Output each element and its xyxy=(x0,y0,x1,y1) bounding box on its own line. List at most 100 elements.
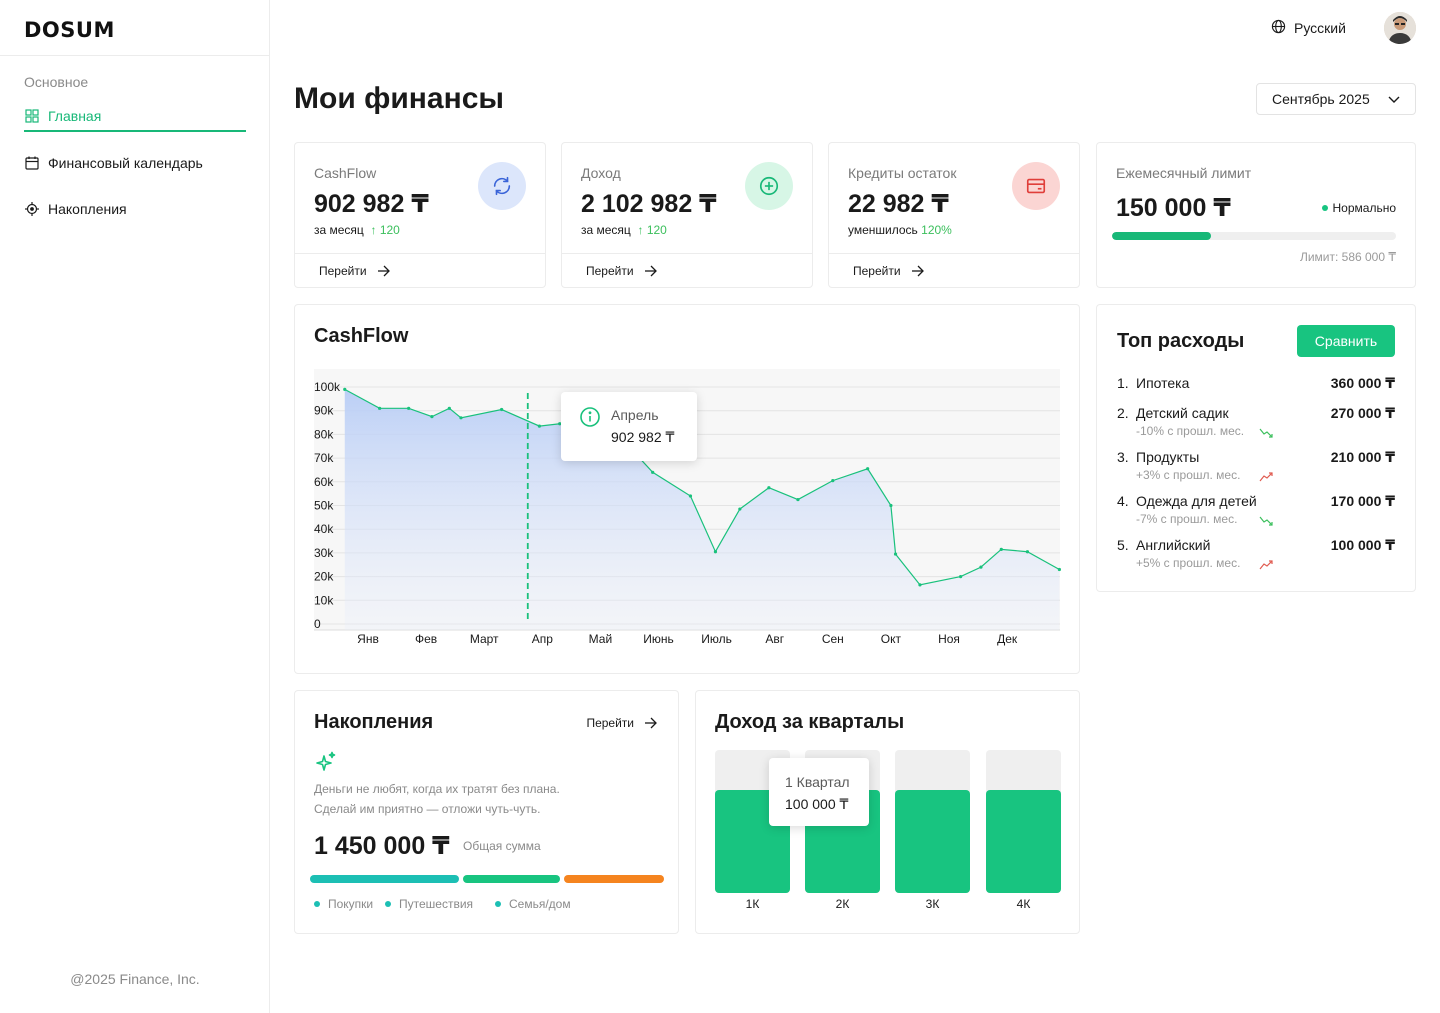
x-tick-label: Фев xyxy=(415,632,437,646)
tooltip-value: 100 000 ₸ xyxy=(785,796,849,812)
card-icon xyxy=(1012,162,1060,210)
expense-amount: 360 000 ₸ xyxy=(1330,375,1395,391)
savings-text-line: Деньги не любят, когда их тратят без пла… xyxy=(314,782,560,796)
legend-label: Путешествия xyxy=(399,897,474,911)
quarter-label: 4К xyxy=(1016,897,1031,911)
arrow-right-icon xyxy=(645,717,657,729)
savings-card: Накопления Перейти Деньги не любят, когд… xyxy=(294,690,679,934)
data-point xyxy=(866,467,870,471)
y-tick-label: 80k xyxy=(314,427,334,441)
nav-section-title: Основное xyxy=(24,74,89,90)
savings-link-label: Перейти xyxy=(586,716,634,730)
sidebar: DOSUM Основное Главная Финансовый календ… xyxy=(0,0,270,1013)
tooltip-label: 1 Квартал xyxy=(785,774,850,790)
expense-change: +5% с прошл. мес. xyxy=(1136,556,1241,570)
quarters-card: Доход за кварталы 1К 2К 3К 4К 1 Квартал 100… xyxy=(695,690,1080,934)
stat-label: Кредиты остаток xyxy=(848,165,957,181)
stat-link-label: Перейти xyxy=(853,263,901,278)
x-tick-label: Ноя xyxy=(938,632,960,646)
arrow-right-icon xyxy=(644,265,657,276)
expense-name: Одежда для детей xyxy=(1136,493,1257,509)
expense-name: Английский xyxy=(1136,537,1211,553)
stat-link-goto[interactable]: Перейти xyxy=(562,253,812,287)
compare-button[interactable]: Сравнить xyxy=(1297,325,1395,357)
data-point xyxy=(999,547,1003,551)
cashflow-chart-card: CashFlow 100k 90k 80k 70k 60k 50k 40k 30k 20k 10k… xyxy=(294,304,1080,674)
y-tick-label: 60k xyxy=(314,475,334,489)
tooltip-label: Апрель xyxy=(611,407,659,423)
expense-rank: 2. xyxy=(1117,405,1129,421)
quarters-title: Доход за кварталы xyxy=(715,711,905,733)
quarter-tooltip: 1 Квартал 100 000 ₸ xyxy=(769,758,869,826)
stat-link-goto[interactable]: Перейти xyxy=(295,253,545,287)
y-tick-label: 90k xyxy=(314,404,334,418)
x-tick-label: Июнь xyxy=(643,632,674,646)
data-point xyxy=(738,507,742,511)
y-tick-label: 0 xyxy=(314,617,321,631)
avatar[interactable] xyxy=(1384,12,1416,44)
legend-dot xyxy=(495,901,501,907)
data-point xyxy=(558,422,562,426)
sidebar-item-calendar[interactable]: Финансовый календарь xyxy=(24,148,246,178)
trend-up-icon xyxy=(1259,469,1273,485)
status-badge: Нормально xyxy=(1321,201,1396,215)
y-tick-label: 10k xyxy=(314,593,334,607)
copyright: @2025 Finance, Inc. xyxy=(70,971,200,987)
stat-card-cashflow: CashFlow 902 982 ₸ за месяц ↑ 120 Перейт… xyxy=(294,142,546,288)
data-point xyxy=(831,479,835,483)
quarter-bar[interactable] xyxy=(986,790,1061,893)
savings-description: Деньги не любят, когда их тратят без пла… xyxy=(314,779,560,819)
stat-sub: за месяц ↑ 120 xyxy=(314,223,400,237)
data-point xyxy=(959,575,963,579)
stat-label: CashFlow xyxy=(314,165,377,181)
plus-circle-icon xyxy=(745,162,793,210)
data-point xyxy=(893,552,898,556)
data-point xyxy=(459,416,463,420)
data-point xyxy=(713,550,718,554)
expense-rank: 5. xyxy=(1117,537,1129,553)
cashflow-chart[interactable]: 100k 90k 80k 70k 60k 50k 40k 30k 20k 10k 0 Янв Фев Ма… xyxy=(295,305,1081,675)
stat-label: Доход xyxy=(581,165,621,181)
month-select[interactable]: Сентябрь 2025 xyxy=(1256,83,1416,115)
limit-label: Ежемесячный лимит xyxy=(1116,165,1252,181)
stat-link-label: Перейти xyxy=(319,263,367,278)
data-point xyxy=(500,407,504,412)
stat-change: 120 xyxy=(646,223,667,237)
trend-down-icon xyxy=(1259,513,1273,529)
logo[interactable]: DOSUM xyxy=(0,0,269,56)
sidebar-item-savings[interactable]: Накопления xyxy=(24,194,246,224)
x-tick-label: Сен xyxy=(822,632,844,646)
arrow-right-icon xyxy=(911,265,924,276)
sidebar-item-home[interactable]: Главная xyxy=(24,102,246,132)
limit-progress-bar xyxy=(1112,232,1396,240)
legend-label: Покупки xyxy=(328,897,374,911)
sidebar-item-label: Главная xyxy=(48,108,102,124)
limit-value: 150 000 ₸ xyxy=(1116,194,1231,222)
x-tick-label: Март xyxy=(470,632,499,646)
stat-sub: за месяц ↑ 120 xyxy=(581,223,667,237)
expense-amount: 100 000 ₸ xyxy=(1330,537,1395,553)
x-tick-label: Дек xyxy=(997,632,1018,646)
language-selector[interactable]: Русский xyxy=(1271,19,1346,37)
expense-name: Ипотека xyxy=(1136,375,1190,391)
savings-goto-link[interactable]: Перейти xyxy=(586,716,658,730)
stat-sub-text: за месяц xyxy=(581,223,631,237)
quarter-label: 1К xyxy=(745,897,760,911)
stat-link-goto[interactable]: Перейти xyxy=(829,253,1079,287)
tooltip-value: 902 982 ₸ xyxy=(611,429,675,445)
data-point xyxy=(889,503,893,508)
quarter-bar[interactable] xyxy=(895,790,970,893)
data-point xyxy=(688,494,693,498)
x-tick-label: Янв xyxy=(357,632,379,646)
legend-item: Семья/дом xyxy=(495,897,571,911)
stat-change: 120 xyxy=(379,223,400,237)
data-point xyxy=(918,583,922,587)
cashflow-area xyxy=(344,389,1060,630)
trend-up-icon xyxy=(1259,557,1273,573)
y-tick-label: 20k xyxy=(314,570,334,584)
limit-note: Лимит: 586 000 ₸ xyxy=(1299,250,1396,264)
stat-sub-text: за месяц xyxy=(314,223,364,237)
stat-sub: уменшилось 120% xyxy=(848,223,952,237)
expense-rank: 3. xyxy=(1117,449,1129,465)
quarter-label: 2К xyxy=(835,897,850,911)
